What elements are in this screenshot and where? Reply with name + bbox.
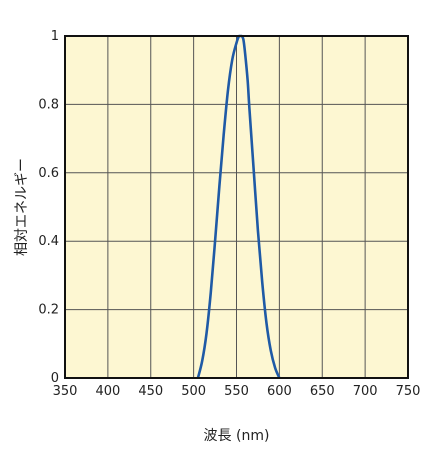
x-tick-label: 350 xyxy=(53,384,78,399)
grid xyxy=(65,36,408,378)
y-tick-label: 0 xyxy=(51,371,59,386)
plot-frame xyxy=(64,35,409,379)
y-axis-label: 相対エネルギー xyxy=(14,158,30,256)
x-tick-label: 400 xyxy=(95,384,120,399)
x-tick-label: 550 xyxy=(224,384,249,399)
x-axis-label: 波長 (nm) xyxy=(204,428,270,444)
x-tick-label: 700 xyxy=(353,384,378,399)
x-tick-label: 500 xyxy=(181,384,206,399)
y-tick-label: 1 xyxy=(51,29,59,44)
x-tick-label: 600 xyxy=(267,384,292,399)
y-tick-label: 0.2 xyxy=(38,303,59,318)
x-tick-label: 650 xyxy=(310,384,335,399)
y-tick-label: 0.8 xyxy=(38,97,59,112)
y-tick-label: 0.4 xyxy=(38,234,59,249)
x-tick-label: 450 xyxy=(138,384,163,399)
y-tick-label: 0.6 xyxy=(38,166,59,181)
x-tick-label: 750 xyxy=(396,384,421,399)
tick-labels: 350 400 450 500 550 600 650 700 750 0 0.2 0.4 0.6 0.8… xyxy=(38,29,420,399)
